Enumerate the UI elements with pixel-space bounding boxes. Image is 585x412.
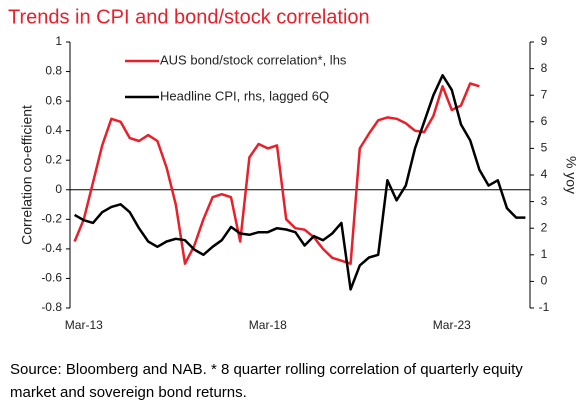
y2-tick-label: 0 bbox=[541, 274, 548, 288]
y2-tick-label: -1 bbox=[539, 300, 550, 314]
y-tick-label: -0.2 bbox=[41, 212, 62, 226]
series-line bbox=[73, 74, 526, 291]
y2-tick-label: 4 bbox=[541, 167, 548, 181]
source-note: Source: Bloomberg and NAB. * 8 quarter r… bbox=[10, 361, 523, 401]
y2-tick-label: 2 bbox=[541, 220, 548, 234]
chart: Trends in CPI and bond/stock correlation… bbox=[8, 6, 579, 332]
y-tick-label: 0.4 bbox=[45, 123, 62, 137]
y2-tick-label: 1 bbox=[541, 247, 548, 261]
y-tick-label: -0.4 bbox=[41, 241, 62, 255]
y-tick-label: 0 bbox=[55, 182, 62, 196]
x-tick-label: Mar-13 bbox=[65, 318, 103, 332]
y-tick-label: -0.6 bbox=[41, 271, 62, 285]
y2-axis-label: % yoy bbox=[563, 156, 579, 194]
y2-tick-label: 6 bbox=[541, 114, 548, 128]
x-tick-label: Mar-23 bbox=[433, 318, 471, 332]
chart-title: Trends in CPI and bond/stock correlation bbox=[8, 6, 370, 28]
x-tick-label: Mar-18 bbox=[249, 318, 287, 332]
y2-tick-label: 3 bbox=[541, 194, 548, 208]
y2-tick-label: 9 bbox=[541, 34, 548, 48]
y-tick-label: 1 bbox=[55, 34, 62, 48]
y2-tick-label: 5 bbox=[541, 141, 548, 155]
y-tick-label: 0.6 bbox=[45, 93, 62, 107]
y2-tick-label: 8 bbox=[541, 61, 548, 75]
y-tick-label: -0.8 bbox=[41, 300, 62, 314]
y-tick-label: 0.8 bbox=[45, 64, 62, 78]
y-tick-label: 0.2 bbox=[45, 152, 62, 166]
legend-label: AUS bond/stock correlation*, lhs bbox=[160, 52, 347, 67]
y-axis-label: Correlation co-efficient bbox=[19, 105, 35, 245]
series-line bbox=[73, 82, 480, 265]
y2-tick-label: 7 bbox=[541, 87, 548, 101]
legend-label: Headline CPI, rhs, lagged 6Q bbox=[160, 88, 329, 103]
